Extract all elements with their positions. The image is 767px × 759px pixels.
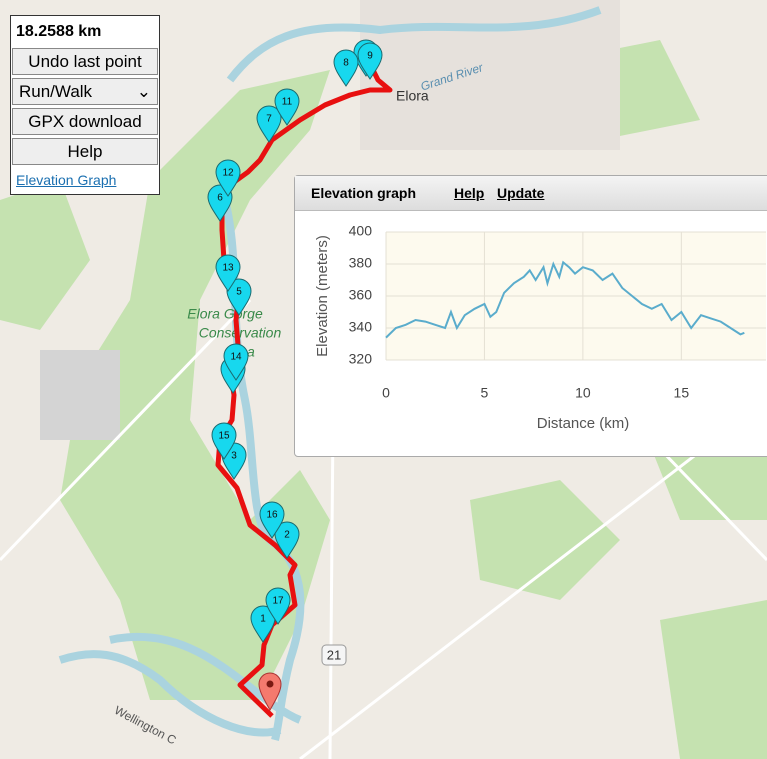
popup-update[interactable]: Update [497,185,545,201]
marker-label: 6 [217,193,223,204]
markers: 1012345678911121314151617 [207,39,383,643]
distance: 18.2588 km [16,23,102,40]
end-marker[interactable] [258,672,282,712]
route-marker[interactable] [250,605,276,643]
route-marker[interactable] [274,88,300,126]
marker-label: 12 [222,168,234,179]
mode-select[interactable]: Run/Walk ⌄ [12,78,158,105]
route-marker[interactable] [256,105,282,143]
route-marker[interactable] [357,42,383,80]
control-panel: 18.2588 km Undo last point Run/Walk ⌄ GPX… [10,15,160,195]
route-marker[interactable] [215,254,241,292]
marker-label: 2 [284,530,290,541]
mode-value: Run/Walk [19,82,93,101]
help-button[interactable]: Help [12,138,158,165]
road-label: Wellington C [112,703,179,747]
route-marker[interactable] [215,159,241,197]
undo-button[interactable]: Undo last point [12,48,158,75]
roads [0,198,767,759]
marker-label: 13 [222,263,234,274]
popup-title: Elevation graph [311,185,417,201]
marker-label: 7 [266,114,272,125]
route-marker[interactable] [226,278,252,316]
town-area [360,0,620,150]
marker-label: 17 [272,596,284,607]
popup-header: Elevation graph Help Update [295,176,767,211]
popup-help[interactable]: Help [454,185,485,201]
marker-label: 11 [282,97,293,108]
dropdown-arrow: ⌄ [136,82,151,101]
park-label: Elora Gorge [187,306,263,322]
marker-label: 9 [367,51,373,62]
marker-label: 15 [218,431,230,442]
gpx-button[interactable]: GPX download [12,108,158,135]
route-marker[interactable] [211,422,237,460]
river [58,6,602,741]
route-marker[interactable] [223,343,249,381]
marker-label: 1 [260,614,266,625]
building-area [40,350,120,440]
route-marker[interactable] [274,521,300,559]
route [215,66,393,718]
marker-label: 16 [266,510,278,521]
route-marker[interactable] [333,49,359,87]
marker-label: 14 [230,352,242,363]
town-label: Elora [396,88,429,104]
end-marker-dot [266,680,274,688]
marker-label: 5 [236,287,242,298]
marker-label: 8 [343,58,349,69]
elevation-popup: Elevation graph Help Update [294,175,767,457]
route-marker[interactable] [259,501,285,539]
park-label: Conservation [199,325,282,341]
route-marker[interactable] [265,587,291,625]
route-marker[interactable] [207,184,233,222]
road-shield [321,644,347,666]
elevation-link[interactable]: Elevation Graph [16,172,117,188]
road-number: 21 [327,647,341,662]
marker-label: 3 [231,451,237,462]
